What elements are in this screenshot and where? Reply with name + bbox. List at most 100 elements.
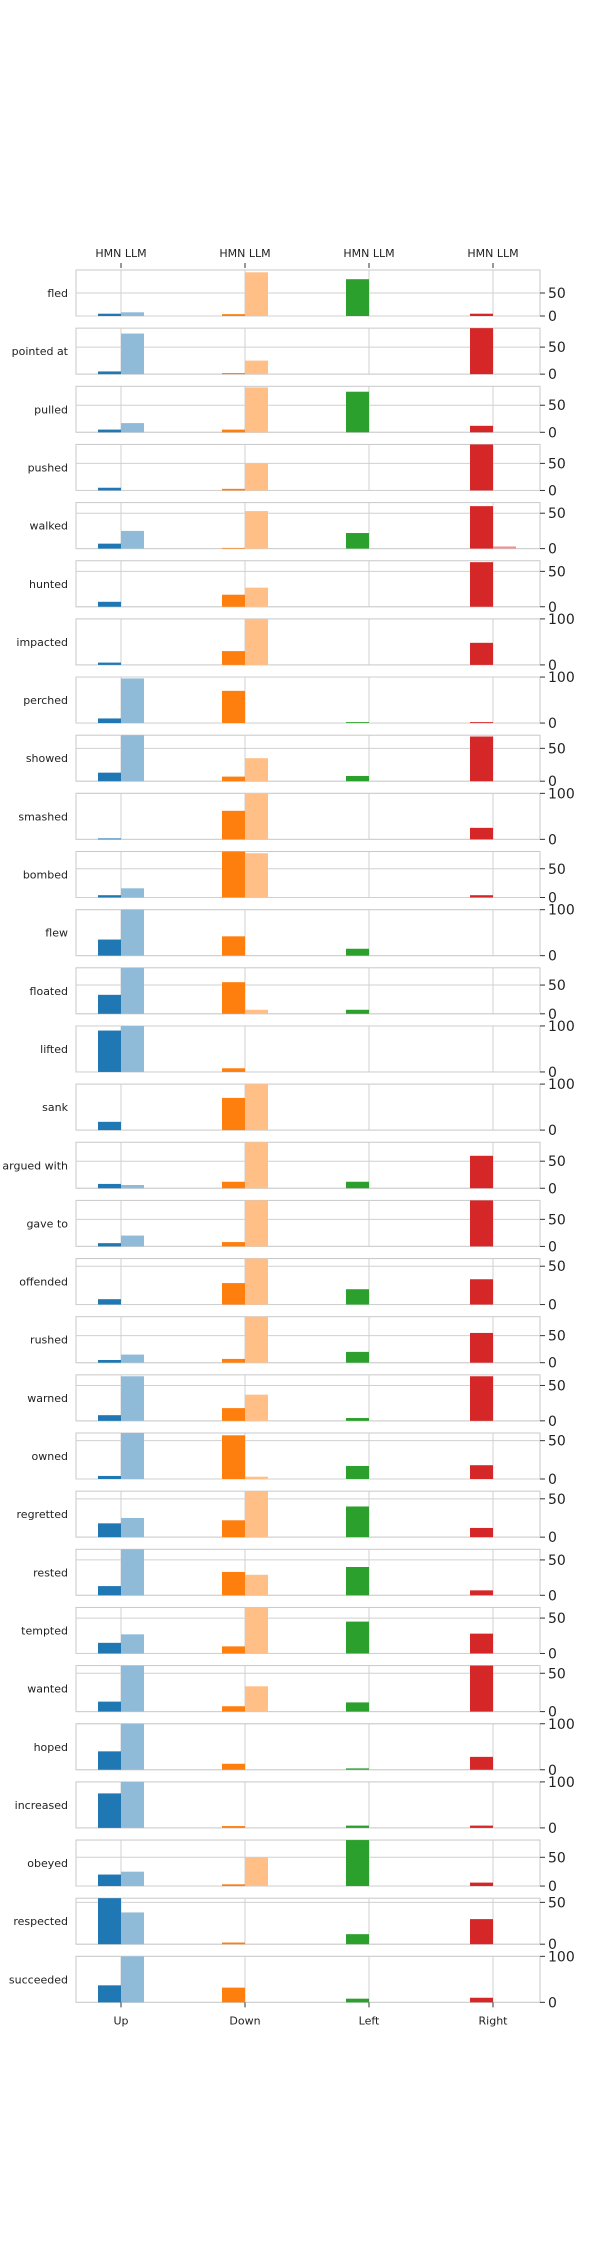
bar-offended-down-hmn <box>222 1283 245 1305</box>
panel-label-hoped: hoped <box>34 1741 68 1754</box>
bar-smashed-down-llm <box>245 793 268 840</box>
bar-owned-down-llm <box>245 1476 268 1479</box>
bar-gave-to-right-hmn <box>470 1200 493 1247</box>
bar-bombed-up-llm <box>121 888 144 898</box>
panel-label-flew: flew <box>45 927 68 940</box>
bar-argued-with-up-hmn <box>98 1183 121 1189</box>
y-tick-label-argued-with: 50 <box>548 1154 566 1170</box>
bar-showed-right-hmn <box>470 736 493 782</box>
bar-regretted-left-hmn <box>346 1506 369 1538</box>
y-tick-label-pointed-at: 0 <box>548 367 557 383</box>
bar-smashed-down-hmn <box>222 810 245 840</box>
panel-label-bombed: bombed <box>23 869 68 882</box>
bar-bombed-down-llm <box>245 853 268 898</box>
bar-hoped-right-hmn <box>470 1756 493 1770</box>
panel-label-smashed: smashed <box>18 810 68 823</box>
y-tick-label-smashed: 100 <box>548 786 575 802</box>
x-tick-label-up: Up <box>113 2014 128 2027</box>
bar-tempted-left-hmn <box>346 1621 369 1654</box>
bar-rushed-right-hmn <box>470 1332 493 1363</box>
bar-walked-right-llm <box>493 546 516 549</box>
bar-sank-down-llm <box>245 1084 268 1131</box>
y-tick-label-warned: 0 <box>548 1414 557 1430</box>
bar-pulled-down-llm <box>245 387 268 433</box>
bar-regretted-right-hmn <box>470 1527 493 1538</box>
bar-respected-up-hmn <box>98 1898 121 1945</box>
bar-respected-left-hmn <box>346 1934 369 1945</box>
panel-frame-flew <box>75 909 541 957</box>
y-tick-label-bombed: 50 <box>548 862 566 878</box>
bar-respected-down-hmn <box>222 1942 245 1945</box>
bar-tempted-right-hmn <box>470 1633 493 1654</box>
bar-regretted-up-hmn <box>98 1523 121 1538</box>
bar-offended-up-hmn <box>98 1299 121 1305</box>
y-tick-label-sank: 0 <box>548 1123 557 1139</box>
y-tick-label-argued-with: 0 <box>548 1181 557 1197</box>
panel-frame-lifted <box>75 1025 541 1073</box>
bar-floated-up-llm <box>121 967 144 1014</box>
y-tick-label-hoped: 100 <box>548 1717 575 1733</box>
bar-argued-with-right-hmn <box>470 1155 493 1189</box>
bar-showed-up-llm <box>121 735 144 782</box>
bar-sank-up-hmn <box>98 1121 121 1131</box>
bar-showed-up-hmn <box>98 772 121 782</box>
bar-wanted-left-hmn <box>346 1702 369 1712</box>
bar-rushed-left-hmn <box>346 1351 369 1363</box>
bar-fled-down-llm <box>245 272 268 316</box>
bar-respected-right-hmn <box>470 1919 493 1945</box>
bar-rested-down-hmn <box>222 1571 245 1596</box>
bar-warned-left-hmn <box>346 1418 369 1421</box>
y-tick-label-offended: 0 <box>548 1298 557 1314</box>
bar-floated-down-llm <box>245 1009 268 1014</box>
panel-label-warned: warned <box>27 1392 68 1405</box>
panel-label-pushed: pushed <box>28 461 68 474</box>
bar-owned-down-hmn <box>222 1435 245 1479</box>
panel-label-hunted: hunted <box>29 578 68 591</box>
bar-increased-down-hmn <box>222 1826 245 1828</box>
panel-frame-rested <box>75 1548 541 1596</box>
y-tick-label-warned: 50 <box>548 1378 566 1394</box>
bar-pushed-right-hmn <box>470 444 493 491</box>
panel-label-owned: owned <box>32 1450 68 1463</box>
bar-fled-up-hmn <box>98 313 121 316</box>
y-tick-label-walked: 0 <box>548 542 557 558</box>
y-tick-label-owned: 0 <box>548 1472 557 1488</box>
y-tick-label-pulled: 0 <box>548 425 557 441</box>
y-tick-label-obeyed: 50 <box>548 1850 566 1866</box>
y-tick-label-pulled: 50 <box>548 398 566 414</box>
y-tick-label-flew: 100 <box>548 903 575 919</box>
bar-pushed-up-hmn <box>98 487 121 491</box>
bar-rested-left-hmn <box>346 1566 369 1596</box>
y-tick-label-wanted: 0 <box>548 1705 557 1721</box>
y-tick-label-pointed-at: 50 <box>548 340 566 356</box>
top-tick-label-right: HMN LLM <box>467 247 518 260</box>
bar-offended-right-hmn <box>470 1279 493 1305</box>
y-tick-label-smashed: 0 <box>548 832 557 848</box>
bar-showed-down-llm <box>245 758 268 782</box>
y-tick-label-increased: 100 <box>548 1775 575 1791</box>
bar-gave-to-up-llm <box>121 1235 144 1247</box>
bar-rushed-down-hmn <box>222 1358 245 1363</box>
y-tick-label-perched: 100 <box>548 670 575 686</box>
y-tick-label-floated: 0 <box>548 1007 557 1023</box>
bar-tempted-down-hmn <box>222 1646 245 1654</box>
bar-hunted-up-hmn <box>98 601 121 607</box>
panel-label-wanted: wanted <box>27 1683 68 1696</box>
bar-sank-down-hmn <box>222 1097 245 1131</box>
y-tick-label-obeyed: 0 <box>548 1879 557 1895</box>
panel-label-fled: fled <box>47 287 68 300</box>
y-tick-label-perched: 0 <box>548 716 557 732</box>
panel-label-showed: showed <box>26 752 68 765</box>
bar-fled-left-hmn <box>346 279 369 316</box>
bar-argued-with-down-llm <box>245 1142 268 1189</box>
bar-gave-to-down-hmn <box>222 1242 245 1247</box>
bar-obeyed-up-hmn <box>98 1874 121 1887</box>
bar-perched-left-hmn <box>346 722 369 724</box>
y-tick-label-sank: 100 <box>548 1077 575 1093</box>
y-tick-label-tempted: 50 <box>548 1611 566 1627</box>
y-tick-label-increased: 0 <box>548 1821 557 1837</box>
y-tick-label-pushed: 0 <box>548 483 557 499</box>
bar-pulled-right-hmn <box>470 425 493 433</box>
panel-frame-obeyed <box>75 1839 541 1887</box>
